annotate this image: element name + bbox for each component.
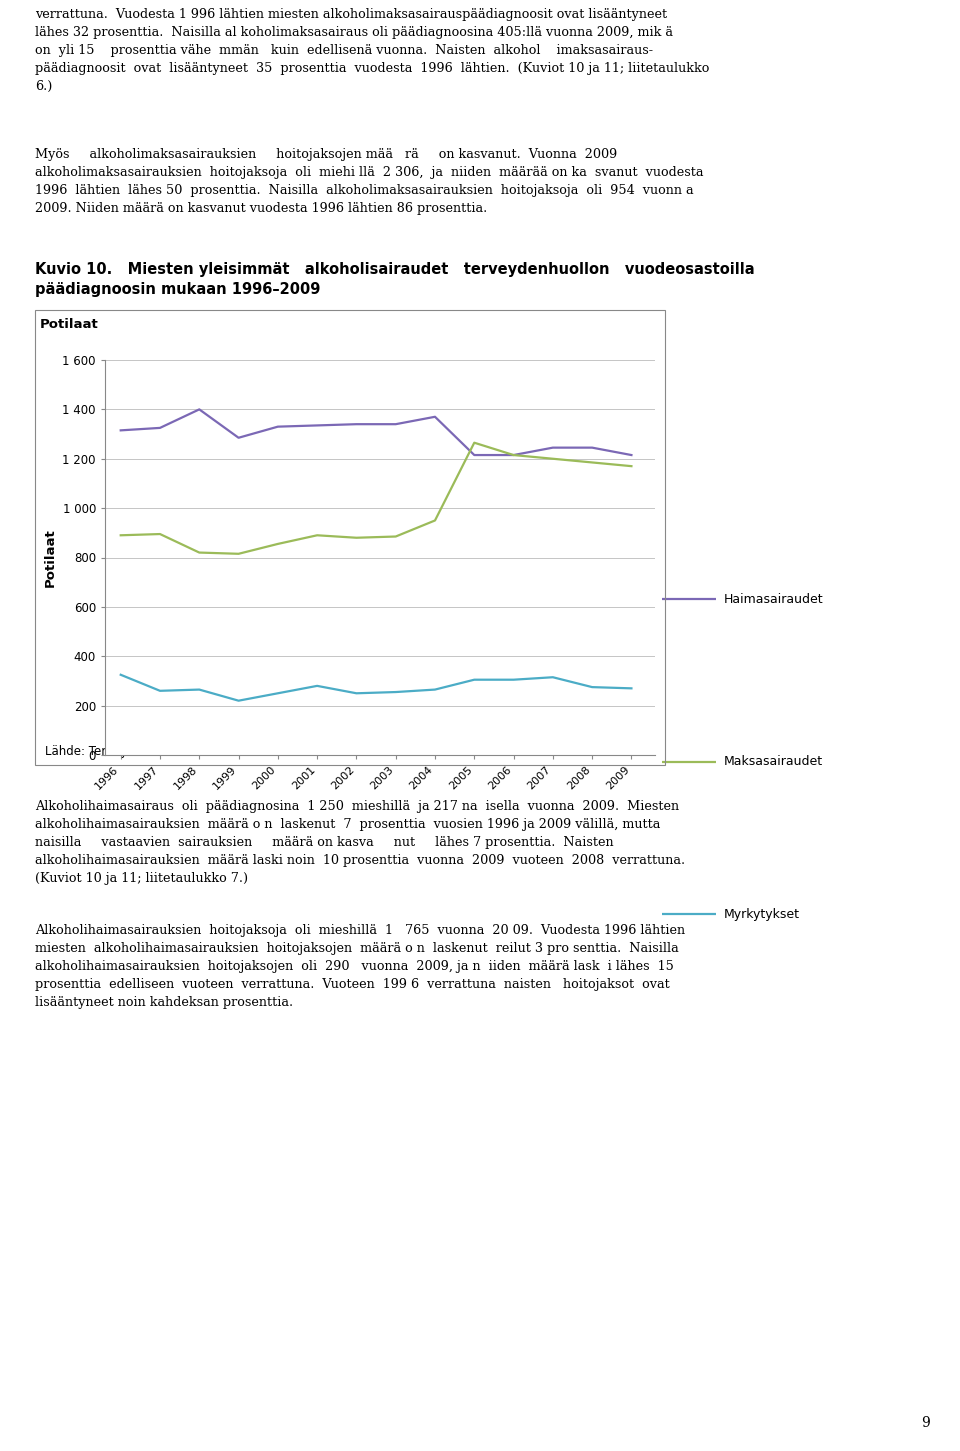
Text: Maksasairaudet: Maksasairaudet [724, 756, 824, 768]
Y-axis label: Potilaat: Potilaat [44, 528, 57, 586]
Text: päädiagnoosin mukaan 1996–2009: päädiagnoosin mukaan 1996–2009 [35, 281, 321, 297]
Text: alkoholihaimasairauksien  hoitojaksojen  oli  290   vuonna  2009, ja n  iiden  m: alkoholihaimasairauksien hoitojaksojen o… [35, 961, 674, 974]
Text: lähes 32 prosenttia.  Naisilla al koholimaksasairaus oli päädiagnoosina 405:llä : lähes 32 prosenttia. Naisilla al koholim… [35, 26, 673, 39]
Text: 9: 9 [922, 1416, 930, 1431]
Text: miesten  alkoholihaimasairauksien  hoitojaksojen  määrä o n  laskenut  reilut 3 : miesten alkoholihaimasairauksien hoitoja… [35, 942, 679, 955]
Text: 1996  lähtien  lähes 50  prosenttia.  Naisilla  alkoholimaksasairauksien  hoitoj: 1996 lähtien lähes 50 prosenttia. Naisil… [35, 184, 694, 197]
Text: naisilla     vastaavien  sairauksien     määrä on kasva     nut     lähes 7 pros: naisilla vastaavien sairauksien määrä on… [35, 836, 613, 849]
Text: Lähde: Terveydenhuollon  laitoshoito. THL.: Lähde: Terveydenhuollon laitoshoito. THL… [45, 744, 296, 757]
Text: 2009. Niiden määrä on kasvanut vuodesta 1996 lähtien 86 prosenttia.: 2009. Niiden määrä on kasvanut vuodesta … [35, 202, 488, 215]
Text: Haimasairaudet: Haimasairaudet [724, 593, 824, 605]
Text: alkoholimaksasairauksien  hoitojaksoja  oli  miehi llä  2 306,  ja  niiden  määr: alkoholimaksasairauksien hoitojaksoja ol… [35, 165, 704, 178]
Text: verrattuna.  Vuodesta 1 996 lähtien miesten alkoholimaksasairauspäädiagnoosit ov: verrattuna. Vuodesta 1 996 lähtien miest… [35, 9, 667, 20]
Text: Kuvio 10.   Miesten yleisimmät   alkoholisairaudet   terveydenhuollon   vuodeosa: Kuvio 10. Miesten yleisimmät alkoholisai… [35, 263, 755, 277]
Text: alkoholihaimasairauksien  määrä o n  laskenut  7  prosenttia  vuosien 1996 ja 20: alkoholihaimasairauksien määrä o n laske… [35, 818, 660, 831]
Text: 6.): 6.) [35, 80, 53, 93]
Text: prosenttia  edelliseen  vuoteen  verrattuna.  Vuoteen  199 6  verrattuna  naiste: prosenttia edelliseen vuoteen verrattuna… [35, 978, 670, 991]
Text: Myös     alkoholimaksasairauksien     hoitojaksojen mää   rä     on kasvanut.  V: Myös alkoholimaksasairauksien hoitojakso… [35, 148, 617, 161]
Text: on  yli 15    prosenttia vähe  mmän   kuin  edellisenä vuonna.  Naisten  alkohol: on yli 15 prosenttia vähe mmän kuin edel… [35, 44, 653, 57]
Text: Alkoholihaimasairaus  oli  päädiagnosina  1 250  mieshillä  ja 217 na  isella  v: Alkoholihaimasairaus oli päädiagnosina 1… [35, 800, 679, 813]
Text: Myrkytykset: Myrkytykset [724, 908, 801, 920]
Text: päädiagnoosit  ovat  lisääntyneet  35  prosenttia  vuodesta  1996  lähtien.  (Ku: päädiagnoosit ovat lisääntyneet 35 prose… [35, 62, 709, 75]
Text: alkoholihaimasairauksien  määrä laski noin  10 prosenttia  vuonna  2009  vuoteen: alkoholihaimasairauksien määrä laski noi… [35, 855, 685, 868]
Text: Alkoholihaimasairauksien  hoitojaksoja  oli  mieshillä  1   765  vuonna  20 09. : Alkoholihaimasairauksien hoitojaksoja ol… [35, 924, 685, 937]
Text: (Kuviot 10 ja 11; liitetaulukko 7.): (Kuviot 10 ja 11; liitetaulukko 7.) [35, 872, 248, 885]
Text: lisääntyneet noin kahdeksan prosenttia.: lisääntyneet noin kahdeksan prosenttia. [35, 995, 293, 1008]
Text: Potilaat: Potilaat [40, 318, 99, 331]
